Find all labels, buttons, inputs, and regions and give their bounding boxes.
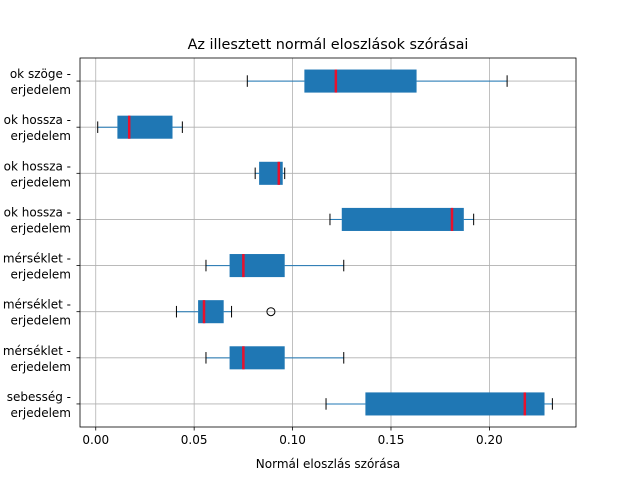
grid [80, 58, 576, 427]
x-axis: 0.00 0.05 0.10 0.15 0.20 [82, 427, 503, 447]
box-7 [205, 346, 345, 370]
y-tick-label: mérséklet -erjedelem [3, 344, 71, 374]
iqr-box [259, 161, 283, 185]
box-5 [205, 254, 345, 278]
y-axis: ok szöge -erjedelem ok hossza -erjedelem o… [3, 67, 80, 420]
box-1 [246, 69, 508, 93]
x-tick-label: 0.10 [279, 433, 306, 447]
box-6 [175, 300, 276, 324]
iqr-box [341, 207, 464, 231]
x-tick-label: 0.15 [378, 433, 405, 447]
plot-frame [79, 57, 577, 428]
y-tick-label: ok szöge -erjedelem [10, 67, 71, 97]
box-4 [329, 207, 475, 231]
y-tick-label: mérséklet -erjedelem [3, 252, 71, 282]
y-tick-label: sebesség -erjedelem [7, 390, 71, 420]
iqr-box [229, 346, 285, 370]
box-3 [254, 161, 286, 185]
iqr-box [117, 115, 173, 139]
iqr-box [365, 392, 545, 416]
x-tick-label: 0.05 [181, 433, 208, 447]
iqr-box [198, 300, 224, 324]
box-8 [325, 392, 553, 416]
y-tick-label: mérséklet -erjedelem [3, 298, 71, 328]
y-tick-label: ok hossza -erjedelem [4, 113, 71, 143]
x-axis-label: Normál eloszlás szórása [256, 457, 400, 471]
y-tick-label: ok hossza -erjedelem [4, 159, 71, 189]
flier-point [266, 307, 276, 317]
x-tick-label: 0.00 [82, 433, 109, 447]
chart-title: Az illesztett normál eloszlások szórásai [188, 37, 469, 53]
x-tick-label: 0.20 [476, 433, 503, 447]
boxes [97, 69, 553, 416]
iqr-box [229, 254, 285, 278]
y-tick-label: ok hossza -erjedelem [4, 205, 71, 235]
box-2 [97, 115, 183, 139]
iqr-box [304, 69, 417, 93]
